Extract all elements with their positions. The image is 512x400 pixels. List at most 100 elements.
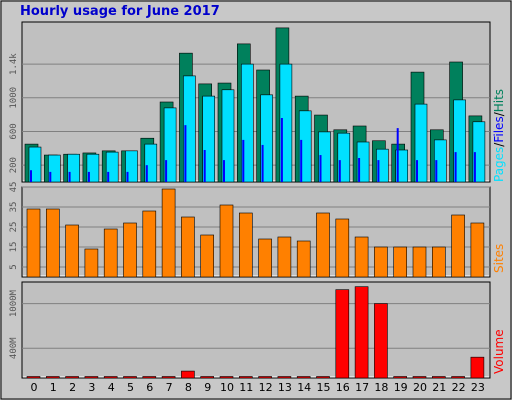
bar [296, 376, 311, 379]
bar [219, 376, 234, 379]
bar [277, 376, 292, 379]
bar [316, 212, 330, 278]
bar [451, 214, 465, 278]
bar [258, 238, 272, 278]
bar [161, 376, 176, 379]
x-tick-label: 10 [220, 381, 234, 394]
y-tick-label: 1000M [9, 289, 19, 317]
bar [219, 204, 234, 278]
legend-separator: / [492, 142, 506, 147]
x-tick-label: 0 [31, 381, 38, 394]
bar [200, 234, 214, 278]
bar [416, 160, 418, 182]
bar [354, 236, 369, 278]
bar [451, 376, 465, 379]
x-tick-label: 14 [297, 381, 311, 394]
legend-entry: Hits [492, 89, 506, 112]
bar [319, 155, 322, 182]
bar [431, 376, 446, 379]
legend: Pages/Files/Hits [492, 89, 506, 182]
y-tick-label: 1000 [9, 87, 19, 109]
bar [435, 160, 438, 182]
y-tick-label: 200 [9, 157, 19, 173]
bar [473, 152, 476, 182]
bar [242, 139, 245, 182]
bar [239, 376, 253, 379]
x-tick-label: 20 [413, 381, 427, 394]
bar [221, 89, 235, 183]
x-tick-label: 12 [259, 381, 273, 394]
bar [123, 222, 137, 278]
bar [354, 286, 369, 379]
bar [65, 376, 79, 379]
bar [103, 228, 118, 278]
bar [261, 144, 264, 182]
bar [84, 248, 99, 278]
bar [377, 160, 380, 182]
bar [223, 160, 225, 182]
x-tick-label: 2 [69, 381, 76, 394]
bar [68, 171, 71, 182]
bar [280, 118, 283, 182]
bar [296, 240, 311, 278]
bar [87, 171, 90, 182]
y-tick-label: 15 [9, 242, 19, 253]
legend-entry: Sites [492, 244, 506, 273]
legend-entry: Pages [492, 147, 506, 182]
y-tick-label: 25 [9, 222, 19, 233]
x-tick-label: 9 [204, 381, 211, 394]
bar [45, 376, 60, 379]
x-tick-label: 4 [108, 381, 115, 394]
plot-area [21, 281, 491, 379]
x-tick-label: 22 [452, 381, 466, 394]
bar [393, 246, 408, 278]
bar [30, 170, 32, 182]
bar [49, 171, 52, 182]
bar [161, 188, 176, 278]
bar [335, 218, 350, 278]
x-tick-label: 8 [185, 381, 192, 394]
bar [454, 152, 457, 182]
bar [126, 171, 129, 182]
x-tick-label: 19 [394, 381, 408, 394]
plot-area [21, 186, 491, 278]
bar [181, 370, 195, 379]
x-tick-label: 18 [374, 381, 388, 394]
legend-entry: Files [492, 116, 506, 142]
bar [470, 222, 485, 278]
x-tick-label: 16 [336, 381, 350, 394]
bar [123, 376, 137, 379]
x-tick-label: 15 [317, 381, 331, 394]
bar [65, 224, 79, 278]
x-tick-label: 13 [278, 381, 292, 394]
x-tick-label: 21 [432, 381, 446, 394]
legend-separator: / [492, 111, 506, 116]
bar [26, 208, 41, 278]
bar [26, 376, 41, 379]
bar [393, 376, 408, 379]
chart-title: Hourly usage for June 2017 [20, 4, 220, 19]
bar [431, 246, 446, 278]
bar [396, 128, 399, 182]
x-tick-label: 11 [239, 381, 253, 394]
y-tick-label: 5 [9, 264, 19, 269]
bar [203, 150, 206, 182]
bar [181, 216, 195, 278]
bar [142, 376, 157, 379]
bar [335, 289, 350, 379]
y-tick-label: 400M [9, 337, 19, 359]
x-tick-label: 7 [166, 381, 173, 394]
bar [84, 376, 99, 379]
bar [338, 160, 341, 182]
bar [145, 165, 148, 182]
legend-entry: Volume [492, 329, 506, 374]
bar [239, 212, 253, 278]
x-tick-label: 1 [50, 381, 57, 394]
bar [412, 246, 427, 278]
bar [184, 125, 187, 182]
bar [374, 303, 388, 379]
x-tick-label: 5 [127, 381, 134, 394]
x-tick-label: 17 [355, 381, 369, 394]
